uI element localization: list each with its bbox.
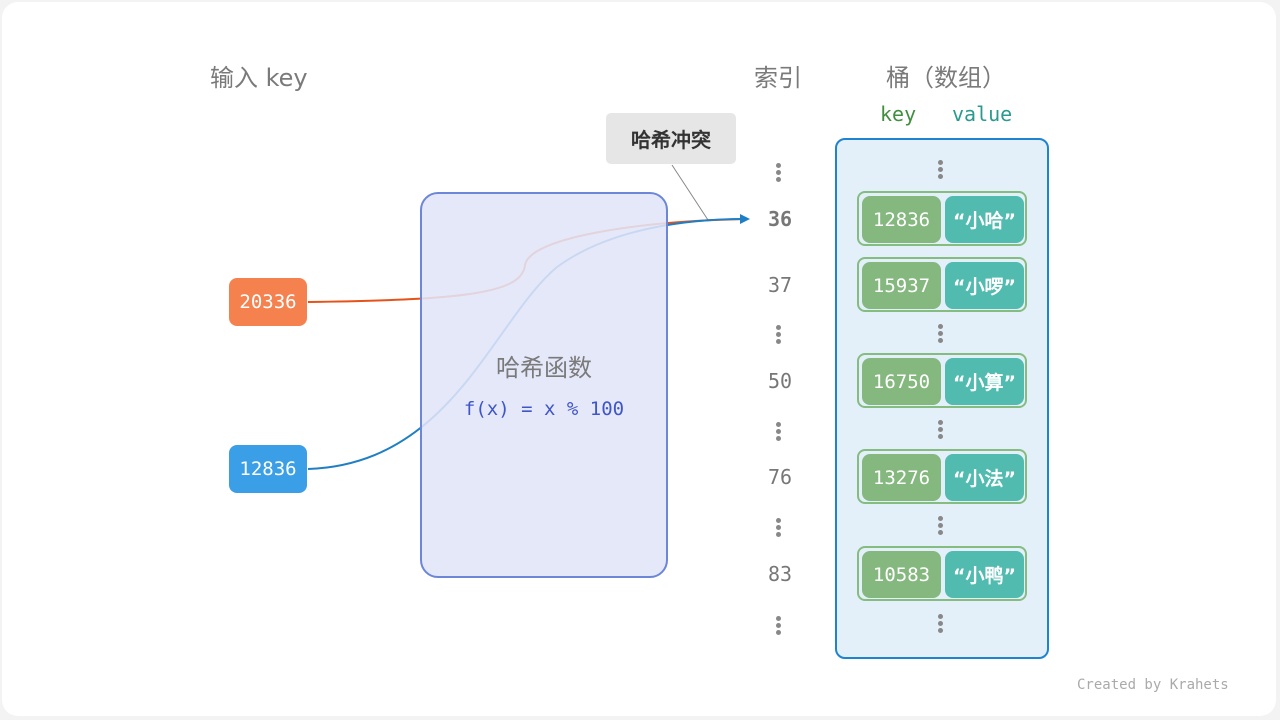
entry-key: 15937: [862, 262, 941, 309]
entry-key: 12836: [862, 196, 941, 243]
index-36: 36: [767, 207, 793, 231]
ellipsis-icon: [938, 516, 944, 537]
input-key-header: 输入 key: [210, 64, 308, 92]
index-83: 83: [767, 562, 793, 586]
entry-key: 13276: [862, 454, 941, 501]
index-37: 37: [767, 273, 793, 297]
bucket-entry: 15937 “小啰”: [857, 257, 1027, 312]
hash-collision-label: 哈希冲突: [606, 113, 736, 164]
entry-value: “小哈”: [945, 196, 1024, 243]
entry-value: “小算”: [945, 358, 1024, 405]
key-column-header: key: [880, 102, 917, 126]
bucket-entry: 10583 “小鸭”: [857, 546, 1027, 601]
hash-function-formula: f(x) = x % 100: [463, 398, 625, 420]
input-key-12836: 12836: [229, 445, 307, 493]
credit-text: Created by Krahets: [1077, 677, 1229, 693]
hash-function-title: 哈希函数: [496, 354, 592, 382]
ellipsis-icon: [938, 324, 944, 345]
input-key-20336: 20336: [229, 278, 307, 326]
collision-pointer-line: [671, 164, 709, 221]
index-76: 76: [767, 465, 793, 489]
entry-key: 16750: [862, 358, 941, 405]
hash-function-box: 哈希函数 f(x) = x % 100: [420, 192, 668, 578]
entry-key: 10583: [862, 551, 941, 598]
entry-value: “小鸭”: [945, 551, 1024, 598]
bucket-entry: 12836 “小哈”: [857, 191, 1027, 246]
entry-value: “小法”: [945, 454, 1024, 501]
ellipsis-icon: [776, 163, 782, 184]
bucket-header: 桶（数组）: [886, 64, 1006, 92]
ellipsis-icon: [776, 616, 782, 637]
bucket-entry: 16750 “小算”: [857, 353, 1027, 408]
index-50: 50: [767, 369, 793, 393]
ellipsis-icon: [776, 422, 782, 443]
index-header: 索引: [754, 64, 802, 92]
value-column-header: value: [952, 102, 1013, 126]
bucket-entry: 13276 “小法”: [857, 449, 1027, 504]
ellipsis-icon: [776, 518, 782, 539]
ellipsis-icon: [776, 325, 782, 346]
arrowhead-icon: [740, 214, 750, 224]
entry-value: “小啰”: [945, 262, 1024, 309]
ellipsis-icon: [938, 614, 944, 635]
ellipsis-icon: [938, 420, 944, 441]
ellipsis-icon: [938, 160, 944, 181]
